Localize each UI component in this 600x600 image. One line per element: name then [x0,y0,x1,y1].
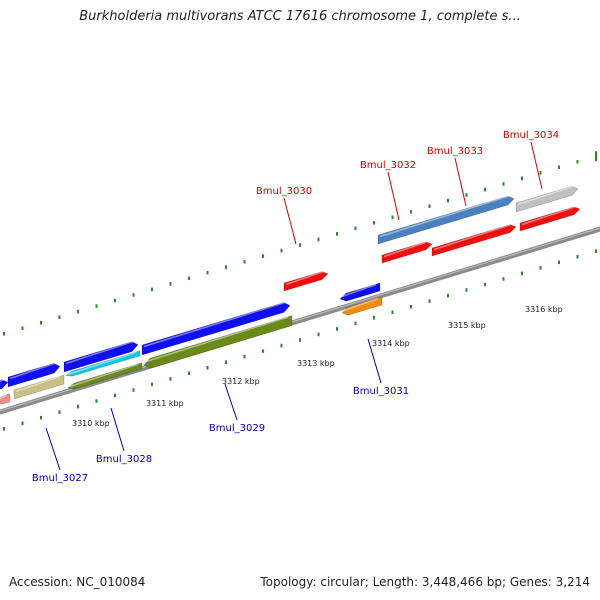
chromosome-backbone [0,226,600,415]
sequence-title: Burkholderia multivorans ATCC 17616 chro… [79,9,521,24]
gene-labels: Bmul_3027 Bmul_3028 Bmul_3029 Bmul_3030 Bmul… [32,130,559,484]
topology-label: Topology: circular; Length: 3,448,466 bp… [260,575,590,589]
gene-feature-shine [65,340,135,365]
gene-label[interactable]: Bmul_3033 [427,146,483,157]
gene-feature-shine [521,205,577,226]
gene-feature-shine [343,297,379,312]
gene-feature-red-block-c[interactable] [431,224,517,257]
gene-feature-shine [9,362,57,380]
gene-feature-red-block-b[interactable] [381,241,433,264]
backbone-line [0,226,600,415]
gene-feature-cyan-block[interactable] [65,350,141,377]
gene-feature-grey-block[interactable] [515,185,579,213]
gene-features [0,185,581,405]
leader-line [454,157,467,207]
gene-feature-shine [341,283,377,298]
kbp-label: 3315 kbp [448,321,486,330]
gene-feature-shine [379,194,511,238]
gene-feature-steelblue-block[interactable] [377,195,515,245]
gene-label[interactable]: Bmul_3031 [353,386,409,397]
kbp-labels: 3310 kbp 3311 kbp 3312 kbp 3313 kbp 3314 kbp… [72,305,563,428]
gene-feature-shine [0,394,7,400]
accession-label: Accession: NC_010084 [9,575,146,589]
kbp-label: 3311 kbp [146,399,184,408]
kbp-label: 3316 kbp [525,305,563,314]
gene-feature-shine [0,378,5,383]
gene-label[interactable]: Bmul_3030 [256,186,312,197]
kbp-label: 3313 kbp [297,359,335,368]
kbp-label: 3310 kbp [72,419,110,428]
gene-feature-blue-block-c[interactable] [63,341,139,373]
gene-feature-blue-block-a[interactable] [7,362,61,388]
gene-feature-shine [69,363,139,388]
leader-line [367,338,382,384]
gene-label[interactable]: Bmul_3034 [503,130,559,141]
kbp-label: 3312 kbp [222,377,260,386]
gene-feature-shine [143,301,287,348]
leader-line [530,141,543,190]
gene-feature-khaki-block[interactable] [13,374,65,400]
gene-label[interactable]: Bmul_3027 [32,473,88,484]
gene-label[interactable]: Bmul_3032 [360,160,416,171]
gene-feature-shine [145,316,289,363]
gene-feature-shine [433,223,513,251]
gene-feature-shine [285,270,325,286]
gene-feature-orange-block[interactable] [341,296,383,316]
gene-label[interactable]: Bmul_3028 [96,454,152,465]
kbp-label: 3314 kbp [372,339,410,348]
gene-feature-pink-block[interactable] [0,393,11,405]
gene-feature-shine [15,375,61,393]
leader-line [224,383,238,421]
gene-feature-olive-block-a[interactable] [67,362,143,390]
leader-line [387,171,400,221]
label-leader-lines [45,141,543,471]
gene-label[interactable]: Bmul_3029 [209,423,265,434]
gene-feature-red-block-a[interactable] [283,271,329,292]
gene-feature-blue-block-e[interactable] [339,282,381,302]
leader-line [283,197,297,245]
leader-line [110,407,125,452]
gene-feature-blue-block-d[interactable] [141,302,291,356]
gene-feature-shine [383,240,429,258]
gene-feature-shine [517,185,575,206]
gene-feature-blue-block-b[interactable] [0,379,9,391]
gene-feature-olive-block-b[interactable] [143,315,293,369]
leader-line [45,427,61,471]
tick-marks [3,151,597,431]
gene-feature-red-block-d[interactable] [519,206,581,232]
gene-feature-shine [67,351,137,376]
